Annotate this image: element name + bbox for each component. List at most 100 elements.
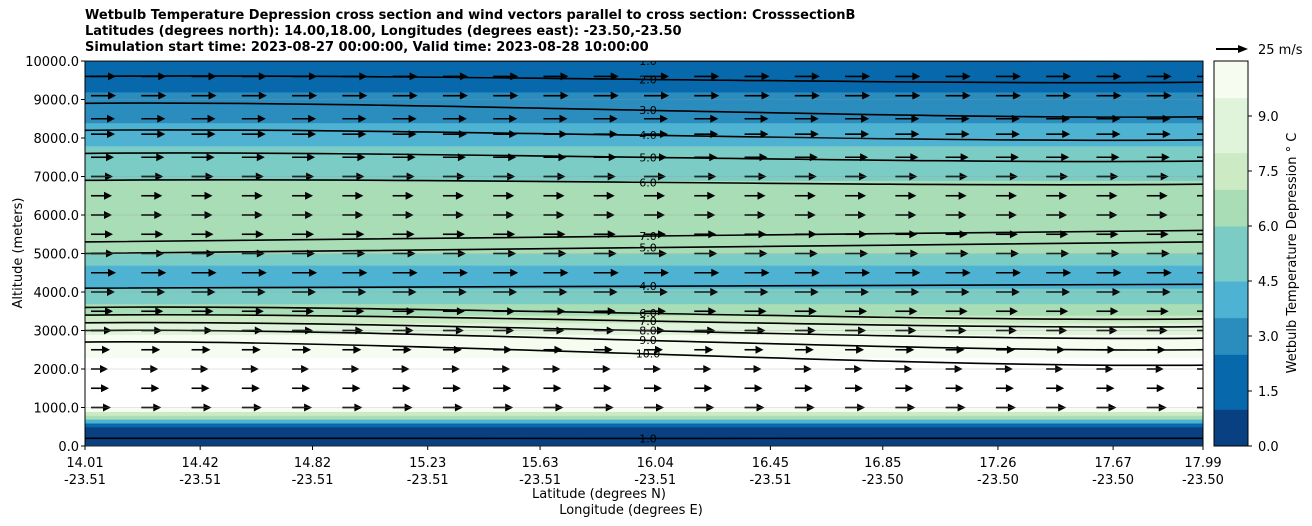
- wind-vector: [442, 91, 468, 100]
- field-band: [85, 122, 1203, 128]
- wind-vector: [644, 91, 669, 100]
- wind-vector: [292, 307, 315, 316]
- x-tick-label-lon: -23.51: [634, 473, 676, 488]
- field-band: [85, 361, 1203, 366]
- wind-vector: [995, 91, 1021, 100]
- wind-vector: [1046, 384, 1065, 393]
- x-tick-label-lon: -23.50: [977, 473, 1019, 488]
- wind-vector: [1197, 75, 1203, 78]
- wind-vector: [1096, 307, 1119, 316]
- colorbar-segment: [1214, 207, 1248, 227]
- wind-vector: [1096, 191, 1118, 200]
- wind-vector: [442, 153, 466, 162]
- wind-vector: [644, 130, 668, 139]
- contour-label: 1.0: [639, 55, 657, 68]
- wind-vector: [141, 72, 167, 81]
- wind-vector: [342, 91, 368, 100]
- wind-vector: [995, 153, 1019, 162]
- wind-vector: [1096, 91, 1122, 100]
- quiver-key-label: 25 m/s: [1258, 43, 1303, 58]
- x-axis-label-longitude: Longitude (degrees E): [559, 503, 703, 518]
- wind-vector: [292, 72, 318, 81]
- contour-line: [85, 61, 1203, 63]
- wind-vector: [945, 230, 968, 239]
- wind-vector: [593, 153, 617, 162]
- wind-vector: [1146, 230, 1169, 239]
- colorbar-segment: [1214, 427, 1248, 447]
- field-band: [85, 265, 1203, 270]
- field-band: [85, 241, 1203, 247]
- field-band: [85, 380, 1203, 385]
- quiver-key: 25 m/s: [1216, 43, 1303, 58]
- field-band: [85, 365, 1203, 370]
- wind-vector: [1146, 72, 1172, 81]
- wind-vector: [744, 384, 763, 393]
- wind-vector: [945, 153, 969, 162]
- wind-vector: [945, 268, 971, 277]
- x-tick-label-lat: 14.82: [294, 456, 331, 471]
- wind-vector: [694, 153, 718, 162]
- wind-vector: [342, 153, 366, 162]
- x-tick-label-lat: 17.26: [979, 456, 1016, 471]
- x-tick-label-lon: -23.51: [292, 473, 334, 488]
- colorbar-segment: [1214, 79, 1248, 99]
- wind-vector: [292, 153, 316, 162]
- wind-vector: [91, 72, 116, 81]
- field-band: [85, 307, 1203, 312]
- colorbar-segment: [1214, 244, 1248, 264]
- wind-vector: [241, 91, 267, 100]
- wind-vector: [241, 72, 267, 81]
- wind-vector: [141, 191, 163, 200]
- field-band: [85, 87, 1203, 93]
- colorbar-segment: [1214, 372, 1248, 392]
- wind-vector: [191, 191, 213, 200]
- wind-vector: [1096, 114, 1121, 123]
- y-tick-label: 1000.0: [34, 402, 80, 417]
- wind-vector: [945, 345, 965, 354]
- wind-vector: [241, 345, 261, 354]
- wind-vector: [493, 91, 519, 100]
- wind-vector: [845, 345, 865, 354]
- y-tick-label: 7000.0: [34, 171, 80, 186]
- y-axis-label: Altitude (meters): [11, 198, 26, 309]
- field-band: [85, 188, 1203, 193]
- wind-vector: [342, 72, 368, 81]
- wind-vector: [141, 345, 161, 354]
- colorbar-segment: [1214, 262, 1248, 282]
- field-band: [85, 161, 1203, 166]
- field-band: [85, 384, 1203, 389]
- x-tick-label-lon: -23.50: [1182, 473, 1224, 488]
- field-band: [85, 222, 1203, 228]
- field-band: [85, 230, 1203, 235]
- wind-vector: [241, 384, 260, 393]
- field-band: [85, 126, 1203, 131]
- field-band: [85, 191, 1203, 197]
- wind-vector: [392, 268, 418, 277]
- wind-vector: [995, 191, 1017, 200]
- wind-vector: [292, 114, 317, 123]
- field-band: [85, 369, 1203, 374]
- field-band: [85, 403, 1203, 409]
- y-tick-label: 3000.0: [34, 325, 80, 340]
- colorbar-label: Wetbulb Temperature Depression ° C: [1285, 133, 1300, 374]
- wind-vector: [442, 307, 465, 316]
- field-band: [85, 130, 1203, 135]
- wind-vector: [141, 91, 167, 100]
- wind-vector: [141, 153, 165, 162]
- wind-vector: [292, 191, 314, 200]
- contour-line: [85, 341, 1203, 367]
- field-band: [85, 111, 1203, 116]
- wind-vector: [191, 230, 214, 239]
- y-axis: 0.0 1000.0 2000.0 3000.0 4000.0 5000.0 6000.0 7…: [25, 55, 1203, 455]
- wind-vector: [392, 114, 417, 123]
- wind-vector: [191, 72, 217, 81]
- wind-vector: [895, 268, 921, 277]
- field-band: [85, 295, 1203, 301]
- wind-vector: [1096, 345, 1116, 354]
- wind-vector: [644, 191, 665, 200]
- wind-vector: [1046, 153, 1070, 162]
- field-band: [85, 176, 1203, 181]
- x-tick-label-lat: 15.63: [521, 456, 558, 471]
- wind-vector: [593, 268, 619, 277]
